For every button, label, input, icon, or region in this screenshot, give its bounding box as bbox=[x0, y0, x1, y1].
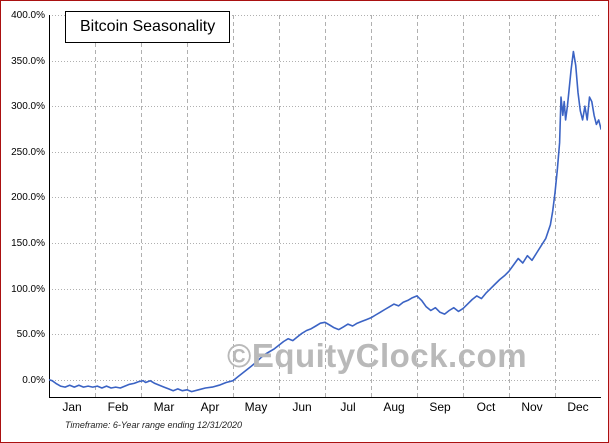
x-tick-label: Mar bbox=[153, 400, 175, 414]
y-tick-label: 200.0% bbox=[11, 192, 45, 204]
y-tick-label: 400.0% bbox=[11, 10, 45, 21]
x-tick-label: Jan bbox=[62, 400, 82, 414]
x-tick-label: Feb bbox=[107, 400, 129, 414]
x-tick-label: Nov bbox=[521, 400, 543, 414]
y-tick-label: 150.0% bbox=[11, 237, 45, 249]
y-tick-label: 50.0% bbox=[16, 329, 45, 341]
y-tick-label: 300.0% bbox=[11, 101, 45, 113]
seasonality-line bbox=[49, 50, 601, 393]
chart-title: Bitcoin Seasonality bbox=[80, 18, 216, 35]
x-tick-label: Oct bbox=[476, 400, 496, 414]
x-tick-label: Sep bbox=[429, 400, 451, 414]
y-tick-label: 250.0% bbox=[11, 146, 45, 158]
y-tick-label: 350.0% bbox=[11, 55, 45, 67]
x-axis-labels: Jan Feb Mar Apr May Jun Jul Aug Sep Oct Nov Dec bbox=[1, 400, 608, 416]
plot-area bbox=[49, 15, 601, 398]
y-tick-label: 100.0% bbox=[11, 283, 45, 295]
x-tick-label: Aug bbox=[383, 400, 405, 414]
y-axis-labels: 400.0% 350.0% 300.0% 250.0% 200.0% 150.0% 100.… bbox=[1, 1, 47, 442]
x-tick-label: Jul bbox=[340, 400, 356, 414]
x-tick-label: Apr bbox=[200, 400, 220, 414]
x-tick-label: Jun bbox=[292, 400, 312, 414]
x-tick-label: May bbox=[244, 400, 268, 414]
timeframe-footnote: Timeframe: 6-Year range ending 12/31/202… bbox=[65, 420, 243, 430]
y-tick-label: 0.0% bbox=[22, 374, 45, 386]
watermark: ©EquityClock.com bbox=[227, 337, 528, 374]
x-tick-label: Dec bbox=[567, 400, 589, 414]
chart-title-box: Bitcoin Seasonality bbox=[65, 11, 231, 43]
